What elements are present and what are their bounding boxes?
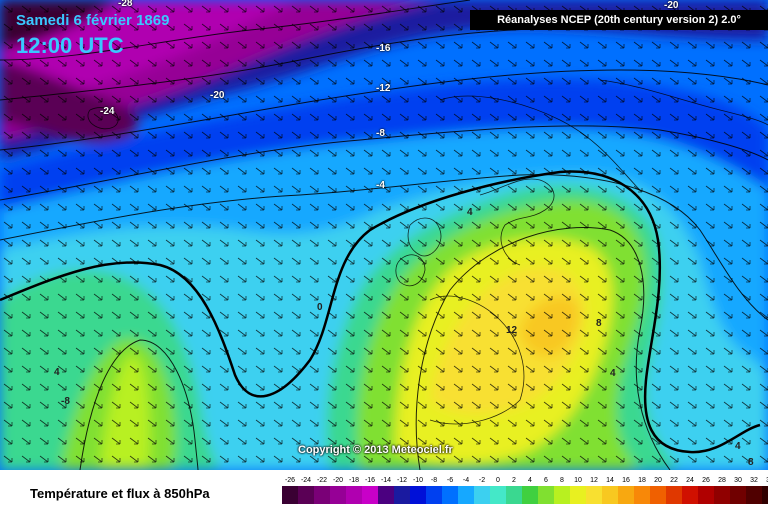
legend-swatch [666,486,682,504]
legend-tick: -22 [316,477,328,484]
legend-tick: 18 [638,477,646,484]
isotherm-label: -12 [376,83,391,94]
isotherm-label: -20 [664,0,679,11]
legend-swatch [394,486,410,504]
map-time: 12:00 UTC [16,33,124,58]
isotherm-label: -20 [210,90,225,101]
legend-tick: 34 [762,477,768,487]
legend-swatch [378,486,394,504]
legend-swatch [490,486,506,504]
legend-tick: 22 [670,477,678,484]
legend-title: Température et flux à 850hPa [30,486,210,501]
isotherm-label: 8 [748,457,754,468]
isotherm-label: -16 [376,43,391,54]
legend-swatch [730,486,746,504]
isotherm-label: 12 [506,325,518,336]
legend-swatch [442,486,458,504]
legend-swatch [586,486,602,504]
legend-swatch [570,486,586,504]
legend-swatch [282,486,298,504]
legend-tick: -2 [478,477,486,484]
legend-swatch [506,486,522,504]
map-canvas [0,0,768,470]
legend-tick: 14 [606,477,614,484]
legend-tick: 4 [528,477,532,484]
legend-tick: 24 [686,477,694,484]
legend-tick: -10 [412,477,424,484]
legend-tick: -26 [284,477,296,484]
legend-swatch [554,486,570,504]
legend-tick: 10 [574,477,582,484]
legend-tick: 26 [702,477,710,484]
isotherm-label: -8 [376,128,385,139]
legend-swatch [362,486,378,504]
wind-flow-arrows [0,0,768,470]
legend-tick: -4 [462,477,470,484]
map-date: Samedi 6 février 1869 [16,12,170,29]
color-scale [282,486,768,504]
isotherm-label: -8 [61,396,70,407]
legend-tick: 20 [654,477,662,484]
legend-swatch [714,486,730,504]
legend-swatch [330,486,346,504]
legend-swatch [346,486,362,504]
legend-tick: -20 [332,477,344,484]
legend-swatch [314,486,330,504]
isotherm-label: 4 [735,441,741,452]
isotherm-label: -24 [100,106,115,117]
legend-swatch [746,486,762,504]
legend-tick-labels: -26 -24 -22 -20 -18 -16 -14 -12 -10 -8 -6 -4 -2 0 2 4 6 8… [282,477,768,487]
legend-tick: 12 [590,477,598,484]
legend-tick: -16 [364,477,376,484]
copyright-notice: Copyright © 2013 Meteociel.fr [298,444,453,456]
legend-swatch [634,486,650,504]
data-source-banner: Réanalyses NCEP (20th century version 2)… [470,10,768,30]
isotherm-label: 4 [54,367,60,378]
legend-swatch [522,486,538,504]
legend-swatch [618,486,634,504]
legend-tick: 8 [560,477,564,484]
legend-swatch [698,486,714,504]
legend-swatch [650,486,666,504]
legend-tick: -18 [348,477,360,484]
isotherm-label: -4 [376,180,385,191]
isotherm-label: 4 [610,368,616,379]
legend-tick: 0 [496,477,500,484]
legend-swatch [458,486,474,504]
isotherm-label: 4 [467,207,473,218]
legend-swatch [410,486,426,504]
legend-tick: 16 [622,477,630,484]
legend-tick: 32 [750,477,758,484]
coastlines [87,79,768,425]
legend-swatch [298,486,314,504]
legend-swatch [602,486,618,504]
legend-tick: -8 [430,477,438,484]
legend-tick: -12 [396,477,408,484]
legend-tick: 28 [718,477,726,484]
zero-isotherm [0,170,761,454]
legend-swatch [474,486,490,504]
legend-swatch [426,486,442,504]
legend-swatch [538,486,554,504]
legend-tick: -6 [446,477,454,484]
isotherm-label: 0 [317,302,323,313]
isotherm-label: -28 [118,0,133,9]
legend-tick: 30 [734,477,742,484]
temperature-map: Samedi 6 février 1869 12:00 UTC Réanalys… [0,0,768,470]
legend-tick: -24 [300,477,312,484]
legend-tick: 2 [512,477,516,484]
legend-tick: -14 [380,477,392,484]
isotherm-label: 8 [596,318,602,329]
legend-tick: 6 [544,477,548,484]
legend-swatch [682,486,698,504]
legend-swatch [762,486,768,504]
